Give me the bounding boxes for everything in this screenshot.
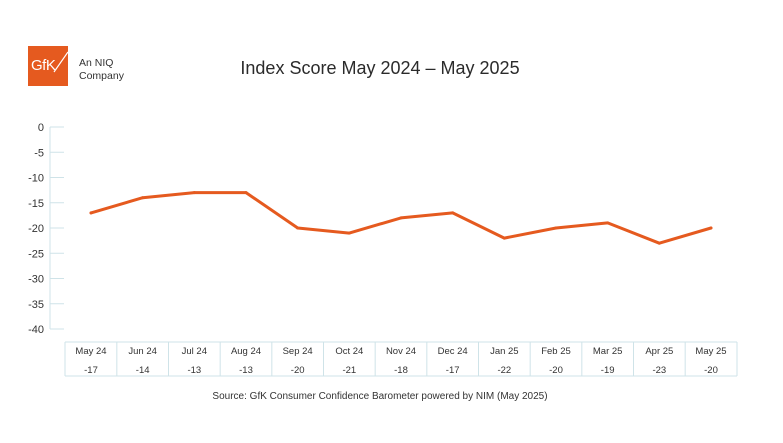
y-tick-label: -20 [28, 223, 44, 235]
tagline-line2: Company [79, 70, 124, 82]
data-point [451, 211, 455, 215]
table-value-cell: -22 [497, 365, 511, 376]
x-category-label: May 24 [75, 346, 106, 357]
y-tick-label: -10 [28, 173, 44, 185]
logo-slash-icon [53, 51, 68, 73]
y-tick-label: -35 [28, 299, 44, 311]
x-category-label: Jun 24 [128, 346, 157, 357]
y-tick-label: -25 [28, 248, 44, 260]
table-value-cell: -21 [342, 365, 356, 376]
table-value-cell: -17 [446, 365, 460, 376]
y-tick-label: -15 [28, 198, 44, 210]
y-tick-label: -5 [34, 147, 44, 159]
logo-text: GfK [31, 57, 56, 74]
data-point [709, 226, 713, 230]
x-category-label: Feb 25 [541, 346, 571, 357]
x-category-label: Apr 25 [645, 346, 673, 357]
tagline-line1: An NIQ [79, 57, 114, 69]
table-value-cell: -19 [601, 365, 615, 376]
x-category-label: Mar 25 [593, 346, 623, 357]
x-category-label: Aug 24 [231, 346, 261, 357]
data-point [141, 196, 145, 200]
data-point [606, 221, 610, 225]
data-point [657, 241, 661, 245]
data-point [192, 191, 196, 195]
x-category-label: Jul 24 [182, 346, 207, 357]
gfk-logo: GfK [28, 46, 68, 86]
table-value-cell: -18 [394, 365, 408, 376]
table-value-cell: -20 [704, 365, 718, 376]
x-category-label: May 25 [695, 346, 726, 357]
table-value-cell: -13 [187, 365, 201, 376]
x-category-label: Nov 24 [386, 346, 416, 357]
data-point [554, 226, 558, 230]
table-value-cell: -14 [136, 365, 150, 376]
data-point [89, 211, 93, 215]
table-value-cell: -20 [291, 365, 305, 376]
x-category-label: Jan 25 [490, 346, 519, 357]
data-point [399, 216, 403, 220]
x-category-label: Oct 24 [335, 346, 363, 357]
data-point [502, 236, 506, 240]
y-tick-label: -30 [28, 274, 44, 286]
table-value-cell: -23 [652, 365, 666, 376]
x-category-label: Dec 24 [438, 346, 468, 357]
data-point [296, 226, 300, 230]
y-tick-label: 0 [38, 122, 44, 134]
source-note: Source: GfK Consumer Confidence Baromete… [212, 391, 548, 402]
table-value-cell: -13 [239, 365, 253, 376]
data-point [347, 231, 351, 235]
table-value-cell: -20 [549, 365, 563, 376]
table-value-cell: -17 [84, 365, 98, 376]
data-point [244, 191, 248, 195]
x-category-label: Sep 24 [283, 346, 313, 357]
y-tick-label: -40 [28, 324, 44, 336]
tagline: An NIQ Company [79, 57, 124, 83]
chart-title: Index Score May 2024 – May 2025 [240, 58, 520, 78]
